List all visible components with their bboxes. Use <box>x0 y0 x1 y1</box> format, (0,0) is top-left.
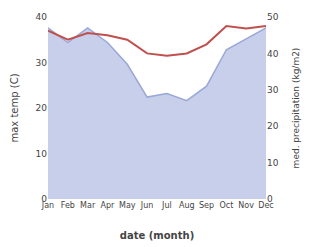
svg-text:0: 0 <box>267 194 273 204</box>
svg-text:Aug: Aug <box>179 201 195 210</box>
svg-text:50: 50 <box>267 12 279 22</box>
svg-text:Sep: Sep <box>199 201 214 210</box>
svg-text:30: 30 <box>267 85 279 95</box>
svg-text:Jan: Jan <box>41 201 54 210</box>
svg-text:Oct: Oct <box>219 201 233 210</box>
svg-text:Nov: Nov <box>238 201 254 210</box>
svg-text:10: 10 <box>36 149 48 159</box>
svg-text:date (month): date (month) <box>120 230 194 241</box>
svg-text:30: 30 <box>36 58 48 68</box>
svg-text:Feb: Feb <box>61 201 75 210</box>
svg-text:Mar: Mar <box>80 201 96 210</box>
svg-text:Dec: Dec <box>258 201 273 210</box>
svg-text:May: May <box>119 201 136 210</box>
svg-text:10: 10 <box>267 158 279 168</box>
svg-text:med. precipitation (kg/m2): med. precipitation (kg/m2) <box>291 48 301 169</box>
svg-text:20: 20 <box>267 121 279 131</box>
svg-text:Jul: Jul <box>161 201 172 210</box>
svg-text:40: 40 <box>36 12 48 22</box>
svg-text:20: 20 <box>36 103 48 113</box>
svg-text:0: 0 <box>41 194 47 204</box>
svg-text:40: 40 <box>267 49 279 59</box>
svg-text:Jun: Jun <box>140 201 154 210</box>
svg-text:max temp (C): max temp (C) <box>9 73 20 142</box>
svg-text:Apr: Apr <box>101 201 116 210</box>
